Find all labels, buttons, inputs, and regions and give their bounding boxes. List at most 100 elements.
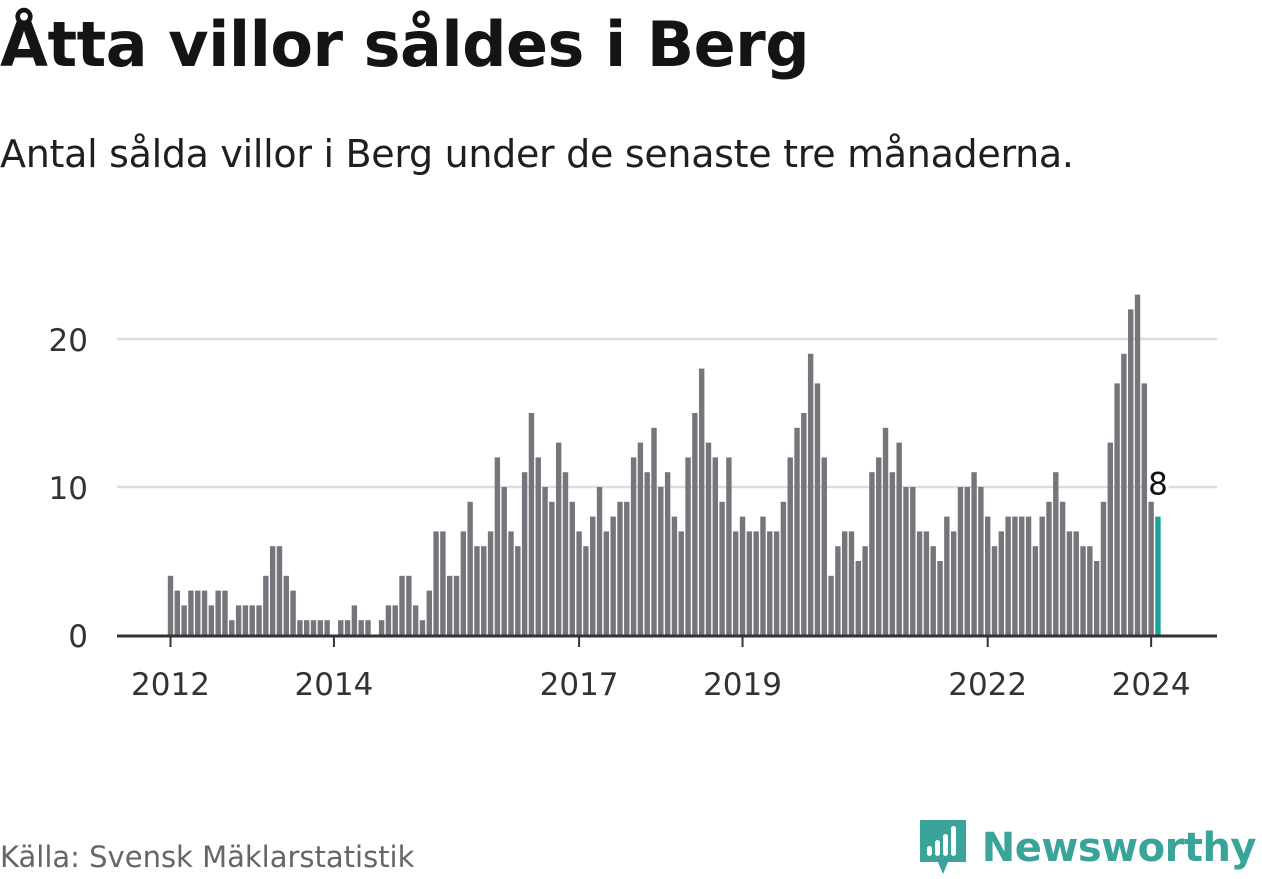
bar (610, 516, 616, 635)
bar (733, 531, 739, 635)
bar (304, 620, 310, 635)
bar (515, 546, 521, 635)
bar (753, 531, 759, 635)
bar (862, 546, 868, 635)
bar (1134, 294, 1141, 635)
bar (1053, 472, 1059, 635)
bar (1141, 383, 1148, 635)
bar (1039, 516, 1045, 635)
x-tick-label: 2014 (294, 667, 373, 703)
bar (848, 531, 855, 635)
bar (617, 501, 623, 635)
bar (1080, 546, 1086, 635)
bar (215, 590, 221, 635)
bar (1025, 516, 1032, 635)
y-tick-label: 10 (49, 471, 88, 507)
bar (1121, 353, 1127, 635)
bar (399, 575, 405, 635)
bar (569, 501, 575, 635)
bar (1066, 531, 1073, 635)
bar (903, 487, 909, 635)
bar (195, 590, 201, 635)
bar (235, 605, 242, 635)
bar (576, 531, 582, 635)
brand-logo[interactable]: Newsworthy (918, 818, 1257, 878)
bar (930, 546, 936, 635)
bar (773, 531, 780, 635)
bar (528, 413, 535, 635)
bar (944, 516, 950, 635)
bar (324, 620, 330, 635)
bar (1059, 501, 1066, 635)
x-tick-label: 2019 (703, 667, 782, 703)
bar (726, 457, 732, 635)
bar (453, 575, 460, 635)
bar (985, 516, 991, 635)
bar (208, 605, 215, 635)
bar (358, 620, 364, 635)
bar (583, 546, 589, 635)
bar (365, 620, 371, 635)
bar (889, 472, 896, 635)
bar (630, 457, 637, 635)
bar (787, 457, 793, 635)
bar (562, 472, 569, 635)
bar (1100, 501, 1107, 635)
bar (535, 457, 541, 635)
bar (487, 531, 494, 635)
bar (406, 575, 412, 635)
bar (705, 442, 712, 635)
bar (876, 457, 882, 635)
bar (712, 457, 718, 635)
x-tick-label: 2022 (948, 667, 1027, 703)
bar (460, 531, 467, 635)
bar (801, 413, 807, 635)
bar (882, 427, 889, 635)
bar (821, 457, 827, 635)
bar (671, 516, 678, 635)
bar (855, 561, 862, 635)
bar (167, 575, 174, 635)
bar (637, 442, 644, 635)
bar (651, 427, 657, 635)
bar (433, 531, 439, 635)
bar (1107, 442, 1113, 635)
bar (950, 531, 957, 635)
bar (835, 546, 841, 635)
bar (263, 575, 269, 635)
bar (1046, 501, 1052, 635)
bar (385, 605, 392, 635)
chart-subtitle: Antal sålda villor i Berg under de senas… (0, 132, 1074, 176)
bar (923, 531, 930, 635)
bar (542, 487, 548, 635)
bar (201, 590, 208, 635)
bar (501, 487, 507, 635)
bar (242, 605, 249, 635)
bar (1128, 309, 1134, 635)
bar (1148, 501, 1154, 635)
bar (447, 575, 453, 635)
bar (998, 531, 1005, 635)
bar (1087, 546, 1093, 635)
bar (698, 368, 705, 635)
bar (351, 605, 358, 635)
bar (767, 531, 773, 635)
bar (555, 442, 562, 635)
newsworthy-logo-icon (919, 820, 966, 874)
bar (1093, 561, 1100, 635)
bar (957, 487, 964, 635)
bar (426, 590, 432, 635)
bar (181, 605, 187, 635)
bar (419, 620, 426, 635)
bar (1073, 531, 1079, 635)
bar (188, 590, 194, 635)
bar (344, 620, 351, 635)
bar (664, 472, 671, 635)
x-tick-label: 2012 (131, 667, 210, 703)
bar (481, 546, 487, 635)
bar (1012, 516, 1018, 635)
chart-title: Åtta villor såldes i Berg (0, 8, 810, 81)
bar (603, 531, 610, 635)
bar (794, 427, 800, 635)
bar (596, 487, 603, 635)
